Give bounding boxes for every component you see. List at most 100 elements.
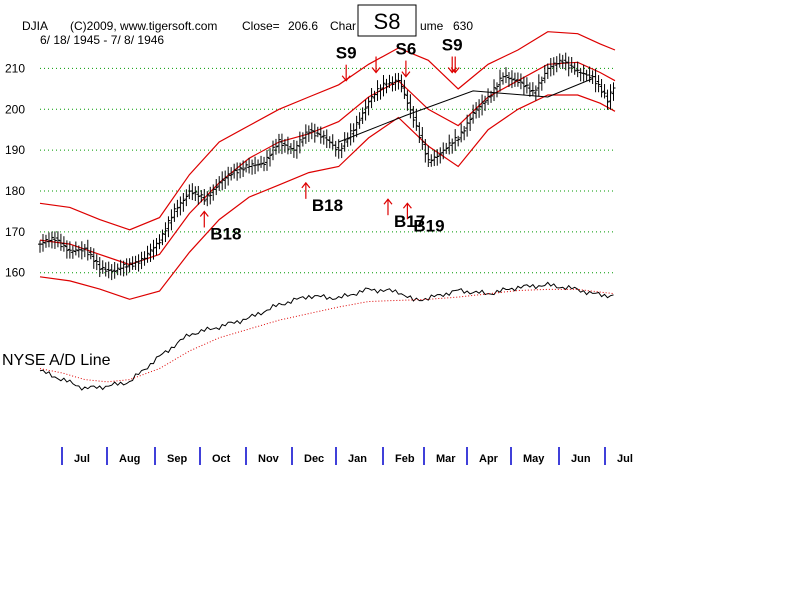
- price-bar: [498, 69, 502, 92]
- price-bar: [241, 160, 246, 177]
- price-bar: [145, 245, 150, 263]
- price-bar: [223, 170, 228, 189]
- price-bar: [321, 130, 326, 145]
- price-bar: [136, 254, 141, 272]
- upper-band-line: [39, 31, 616, 231]
- price-bar: [127, 258, 132, 273]
- boxed-signal-frame: [357, 4, 417, 37]
- month-tick: Mar: [423, 447, 456, 465]
- price-bar: [533, 85, 538, 101]
- buy-signal: B17: [383, 198, 425, 231]
- price-bar: [130, 256, 135, 270]
- price-bar: [342, 132, 347, 152]
- ticker-label: DJIA: [22, 19, 48, 33]
- price-bar: [503, 67, 508, 84]
- price-bar: [399, 74, 404, 93]
- y-tick-label: 160: [5, 266, 25, 280]
- ad-line-title: NYSE A/D Line: [2, 352, 111, 369]
- close-value: 206.6: [288, 19, 318, 33]
- ad-line: [39, 281, 614, 391]
- price-bar: [109, 264, 114, 281]
- price-bar: [378, 84, 383, 100]
- price-bar: [581, 64, 586, 82]
- price-bar: [599, 79, 604, 98]
- price-bar: [88, 246, 93, 260]
- price-bar: [357, 112, 362, 129]
- price-bar: [226, 166, 231, 186]
- price-bar: [67, 241, 72, 259]
- price-bar: [58, 233, 63, 251]
- ad-line-series: [39, 281, 614, 391]
- buy-signal-label: B19: [413, 216, 444, 235]
- price-bar: [366, 97, 371, 116]
- price-bar: [259, 155, 264, 168]
- sell-signal-label: S9: [442, 36, 463, 55]
- price-bar: [369, 88, 374, 109]
- price-bar: [512, 72, 517, 87]
- price-bar: [324, 129, 329, 149]
- price-bar: [262, 156, 267, 172]
- price-bar: [91, 248, 96, 269]
- price-bar: [285, 136, 290, 155]
- price-bar: [217, 176, 222, 191]
- price-bar: [602, 84, 607, 99]
- y-tick-label: 210: [5, 61, 25, 75]
- price-bar: [169, 209, 174, 231]
- price-bar: [318, 126, 323, 144]
- price-bar: [163, 222, 168, 242]
- price-bar: [205, 191, 210, 207]
- price-bar: [471, 104, 476, 124]
- month-label: Jan: [348, 453, 367, 465]
- month-tick: Feb: [382, 447, 415, 465]
- sell-signal: [371, 56, 381, 74]
- price-bar: [151, 239, 156, 260]
- price-bar: [530, 82, 535, 96]
- price-bar: [453, 129, 458, 151]
- price-bar: [572, 62, 577, 75]
- price-bar: [351, 123, 356, 143]
- month-tick: Jan: [335, 447, 367, 465]
- price-bar: [124, 258, 129, 276]
- price-bar: [477, 99, 482, 118]
- month-tick: Nov: [245, 447, 280, 465]
- price-bar: [518, 73, 523, 90]
- price-bar: [390, 76, 395, 92]
- price-bar: [220, 171, 225, 191]
- price-bar: [121, 260, 126, 277]
- price-bar: [70, 245, 75, 259]
- sell-signal: S9: [336, 44, 357, 82]
- price-bar: [157, 234, 162, 250]
- price-bar: [160, 229, 165, 246]
- month-label: Dec: [304, 453, 324, 465]
- price-bar: [315, 126, 320, 138]
- price-bar: [64, 240, 69, 259]
- price-bar: [495, 82, 500, 98]
- price-bars: [38, 52, 616, 281]
- price-bar: [605, 89, 610, 110]
- price-bar: [593, 68, 598, 93]
- price-bar: [608, 84, 613, 110]
- price-bar: [569, 56, 574, 73]
- close-label: Close=: [242, 19, 280, 33]
- price-bar: [483, 95, 488, 111]
- ad-line-panel: NYSE A/D Line: [2, 281, 614, 391]
- y-tick-label: 200: [5, 102, 25, 116]
- price-bar: [106, 261, 111, 279]
- price-bar: [175, 199, 180, 218]
- chart-fragment-label: Char: [330, 19, 356, 33]
- price-bar: [339, 142, 344, 159]
- price-bar: [327, 136, 332, 149]
- price-bar: [447, 134, 452, 155]
- price-bar: [539, 76, 544, 91]
- month-tick: Apr: [466, 447, 499, 465]
- buy-signal: B18: [301, 181, 343, 215]
- price-bar: [402, 79, 407, 100]
- month-tick: Jul: [604, 447, 633, 465]
- price-bar: [232, 163, 237, 179]
- price-bar: [112, 261, 117, 279]
- price-bar: [381, 75, 386, 97]
- price-bar: [393, 73, 398, 91]
- price-bar: [575, 61, 580, 78]
- price-bar: [524, 77, 529, 94]
